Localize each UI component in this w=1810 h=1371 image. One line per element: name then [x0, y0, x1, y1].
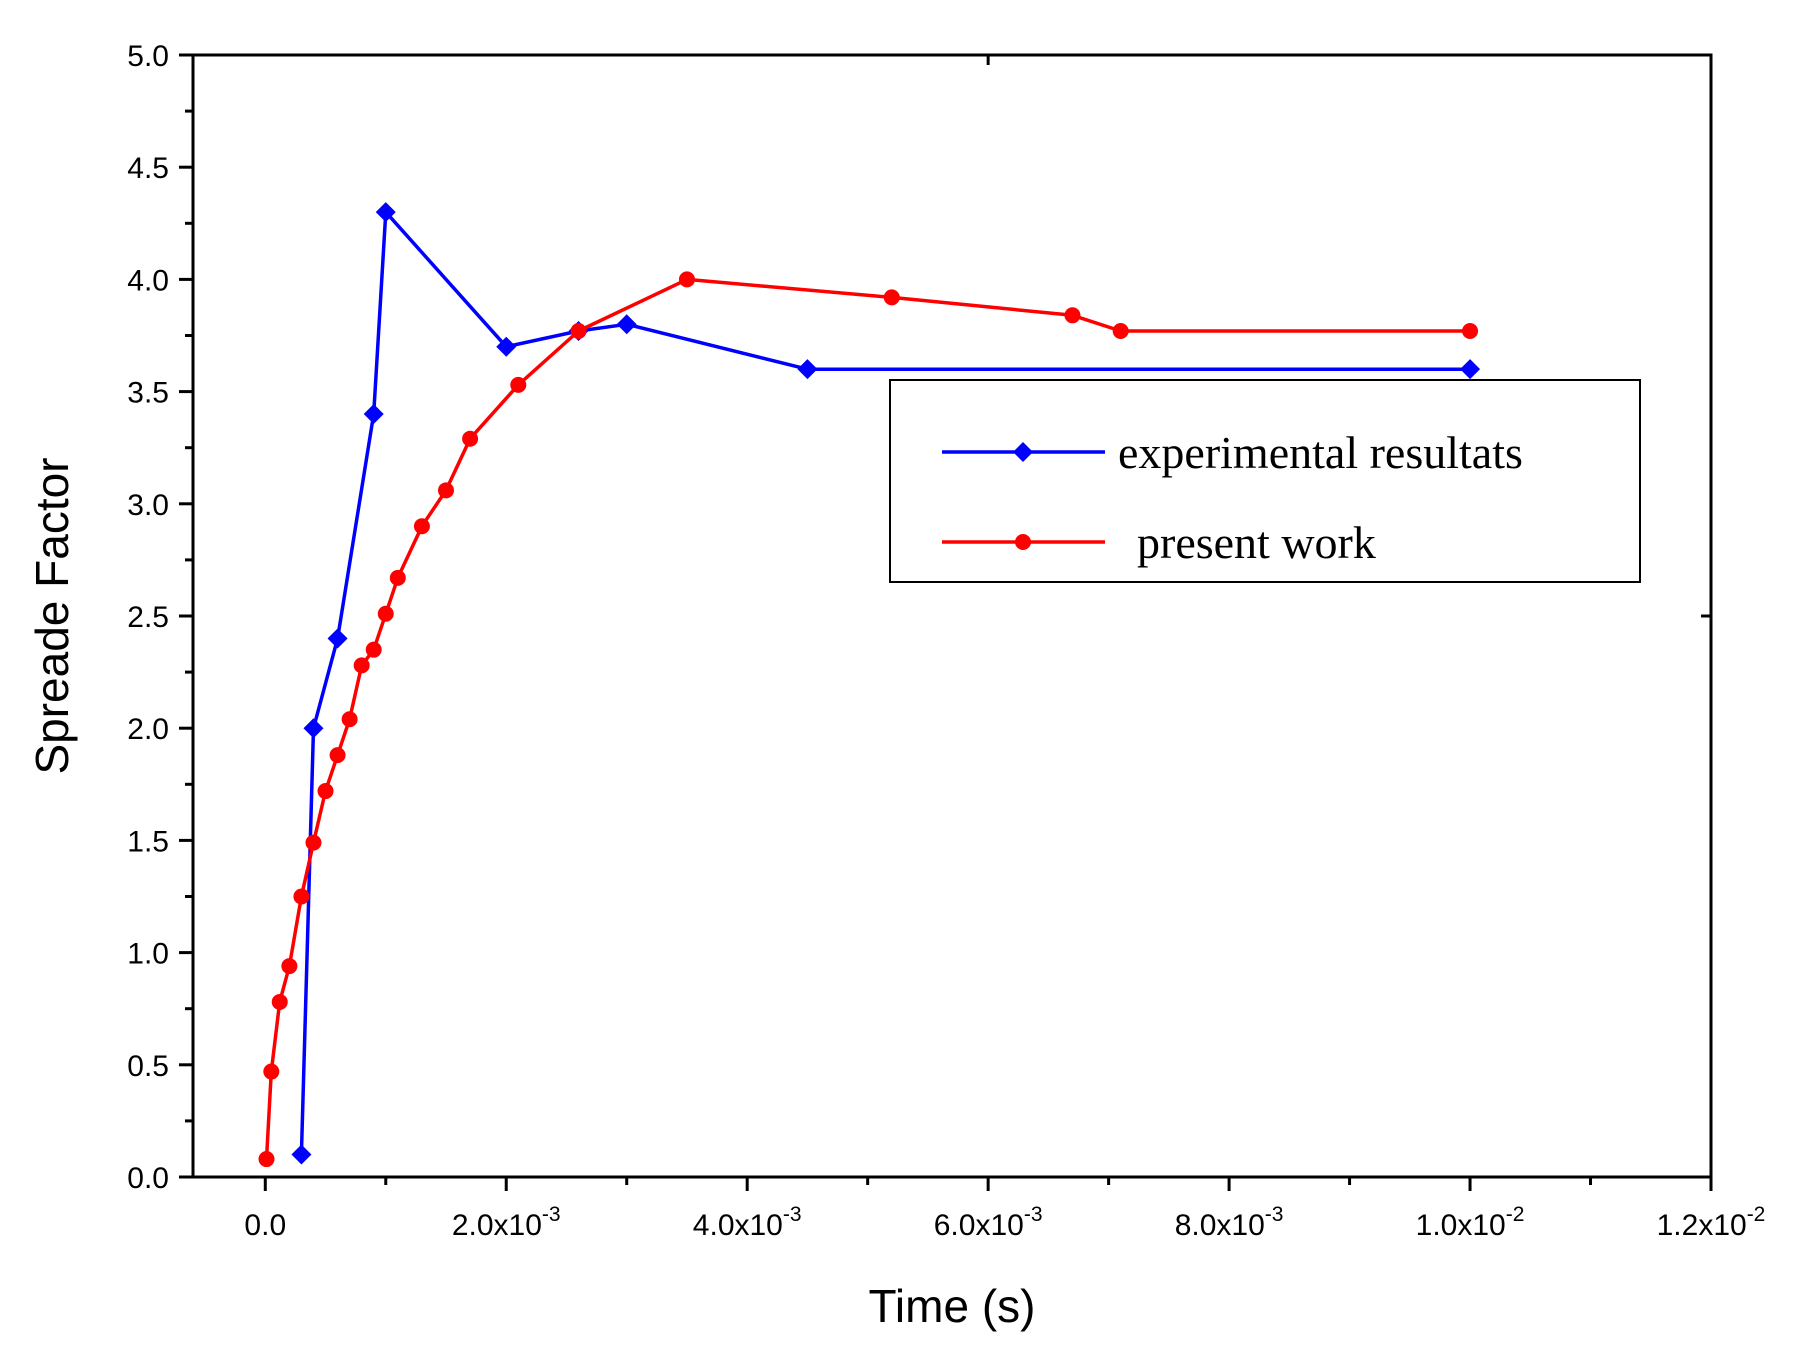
y-tick-label: 5.0 [127, 40, 169, 73]
data-point [678, 271, 695, 288]
data-point [317, 783, 334, 800]
data-point [327, 628, 348, 649]
legend-box [889, 379, 1641, 583]
y-tick-label: 3.5 [127, 377, 169, 410]
data-point [438, 482, 454, 499]
legend-marker [1015, 534, 1031, 550]
y-tick-labels: 0.0 0.5 1.0 1.5 2.0 2.5 3.0 3.5 4.0 4.5 5.0 [127, 40, 169, 1195]
x-tick-labels: 0.0 2.0x10-3 4.0x10-3 6.0x10-3 8.0x10-3 1.0x1… [244, 1203, 1765, 1242]
legend-label: experimental resultats [1118, 427, 1523, 478]
data-point [616, 314, 637, 335]
data-point [281, 958, 298, 975]
series-line [299, 210, 1470, 1155]
data-point [1460, 359, 1481, 380]
x-tick-label: 1.2x10-2 [1657, 1203, 1766, 1242]
data-point [1462, 323, 1479, 340]
y-tick-label: 3.0 [127, 489, 169, 522]
data-point [353, 657, 370, 674]
data-point [258, 1151, 275, 1168]
data-point [375, 202, 396, 223]
data-point [510, 376, 527, 393]
data-point [303, 718, 324, 739]
data-point [341, 711, 358, 728]
data-point [389, 569, 406, 586]
data-series [258, 202, 1481, 1168]
legend-marker [1013, 442, 1033, 462]
y-tick-label: 0.0 [127, 1162, 169, 1195]
y-tick-label: 2.5 [127, 601, 169, 634]
y-axis-title: Spreade Factor [26, 457, 78, 774]
data-point [305, 834, 322, 851]
y-tick-label: 4.5 [127, 152, 169, 185]
x-tick-label: 0.0 [244, 1209, 286, 1242]
series-present-work [258, 271, 1479, 1168]
x-tick-label: 4.0x10-3 [693, 1203, 802, 1242]
plot-frame [191, 53, 1713, 1179]
data-point [570, 323, 587, 340]
data-point [365, 641, 382, 658]
data-point [363, 404, 384, 425]
data-point [496, 336, 517, 357]
data-point [413, 518, 430, 535]
data-point [883, 289, 900, 306]
y-tick-label: 1.5 [127, 825, 169, 858]
legend: experimental resultats present work [889, 379, 1641, 583]
data-point [462, 430, 479, 447]
data-point [1112, 323, 1129, 340]
x-axis-title: Time (s) [869, 1280, 1036, 1332]
y-tick-label: 0.5 [127, 1050, 169, 1083]
data-point [797, 359, 818, 380]
x-tick-label: 6.0x10-3 [934, 1203, 1043, 1242]
data-point [329, 747, 346, 764]
x-tick-label: 8.0x10-3 [1175, 1203, 1284, 1242]
x-tick-label: 2.0x10-3 [452, 1203, 561, 1242]
y-tick-label: 1.0 [127, 938, 169, 971]
data-point [263, 1063, 280, 1080]
data-point [377, 605, 394, 622]
data-point [291, 1144, 312, 1165]
legend-label: present work [1137, 517, 1376, 568]
y-tick-label: 4.0 [127, 264, 169, 297]
data-point [293, 888, 310, 905]
y-tick-label: 2.0 [127, 713, 169, 746]
x-tick-label: 1.0x10-2 [1416, 1203, 1525, 1242]
data-point [1064, 307, 1081, 324]
data-point [271, 993, 288, 1010]
